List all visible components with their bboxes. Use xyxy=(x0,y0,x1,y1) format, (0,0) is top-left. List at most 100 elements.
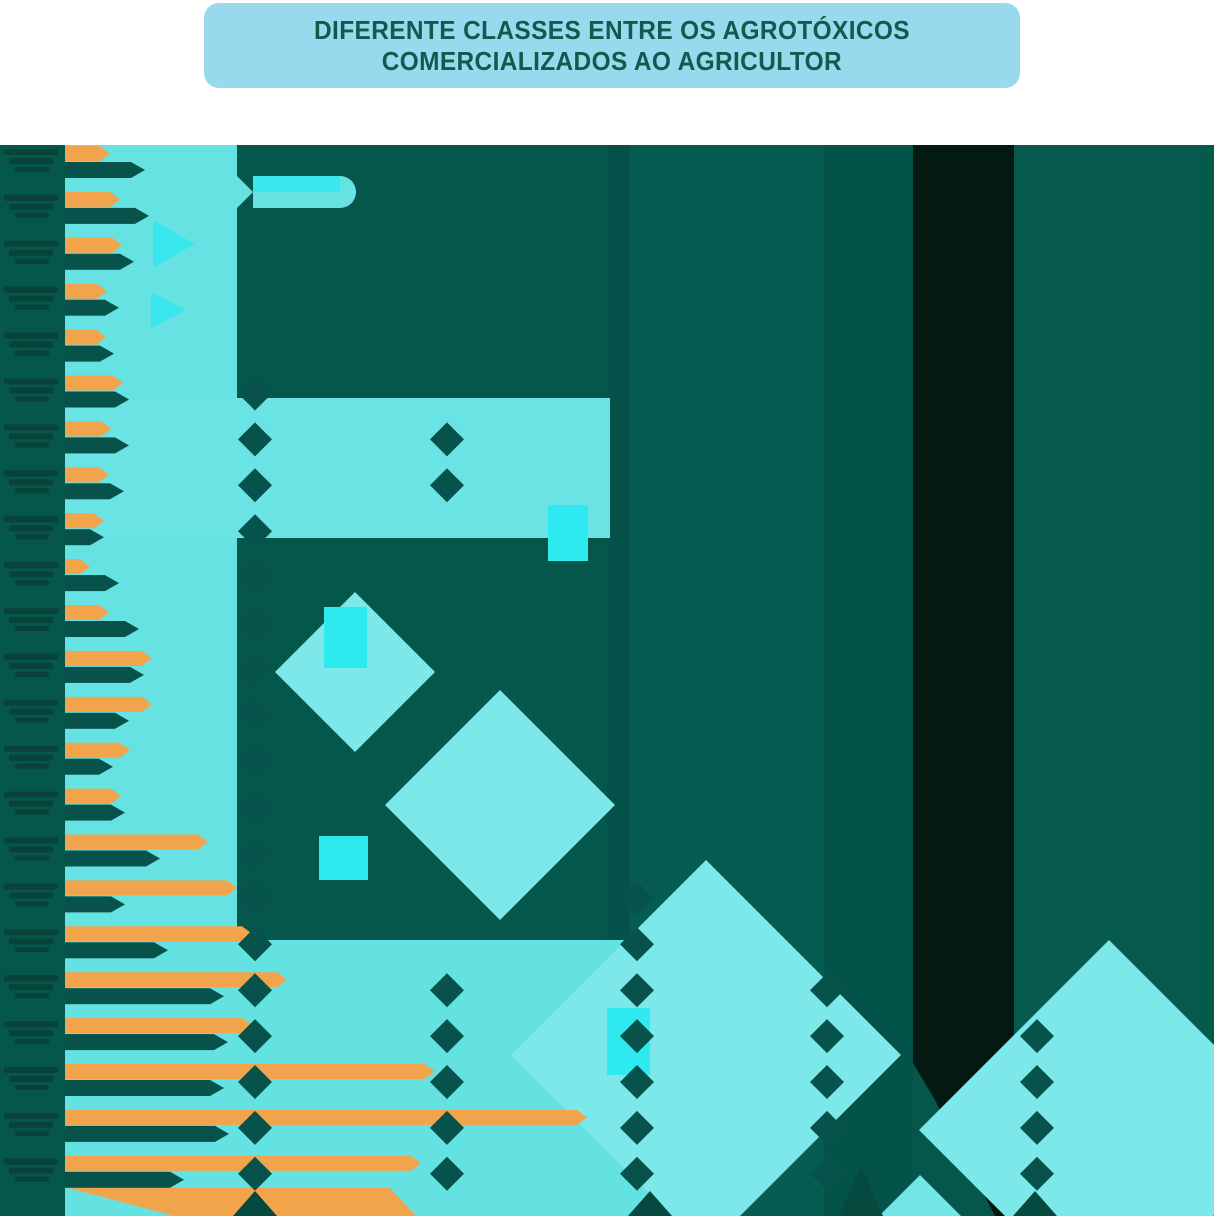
bright-patch xyxy=(319,836,368,880)
gridline-diamond xyxy=(238,835,272,870)
label-smudge xyxy=(4,837,58,844)
orange-bar xyxy=(65,650,142,666)
dark-bar-tip xyxy=(214,1034,228,1051)
black-stripe xyxy=(913,145,1014,1216)
orange-bar-tip xyxy=(96,329,106,345)
bright-patch xyxy=(324,607,367,668)
gridline-diamond xyxy=(810,1110,844,1145)
orange-bar-tip xyxy=(101,421,111,437)
orange-bar-tip xyxy=(97,283,107,299)
label-smudge xyxy=(4,883,58,890)
gridline-diamond xyxy=(430,1065,464,1099)
orange-bar-tip xyxy=(242,926,252,942)
orange-bar xyxy=(65,559,80,575)
label-smudge xyxy=(4,194,58,201)
dark-bar xyxy=(65,621,125,637)
label-smudge xyxy=(15,855,49,861)
label-smudge xyxy=(9,1167,53,1174)
gridline-diamond xyxy=(1020,1156,1054,1191)
axis-mark xyxy=(233,1191,277,1216)
label-smudge xyxy=(15,671,49,677)
dark-bar-tip xyxy=(90,529,104,546)
dark-bar-tip xyxy=(130,666,144,683)
label-smudge xyxy=(15,947,49,953)
gridline-diamond xyxy=(810,1019,844,1054)
orange-bar-tip xyxy=(110,191,120,207)
dark-bar-tip xyxy=(170,1171,184,1188)
gridline-diamond xyxy=(620,1019,654,1054)
label-smudge xyxy=(9,295,53,302)
gridline-diamond xyxy=(238,697,272,732)
label-smudge xyxy=(4,378,58,385)
gridline-diamond xyxy=(620,1156,654,1191)
dark-bar xyxy=(65,345,100,362)
bar-chart-graphic xyxy=(0,145,1214,1216)
label-smudge xyxy=(15,1085,49,1090)
label-smudge xyxy=(15,993,49,999)
label-smudge xyxy=(9,203,53,210)
gridline-diamond xyxy=(810,1065,844,1099)
label-smudge xyxy=(4,286,58,293)
cyan-diamond xyxy=(385,690,615,920)
label-smudge xyxy=(4,791,58,798)
label-smudge xyxy=(4,1067,58,1073)
orange-bar xyxy=(65,1155,411,1171)
orange-bar-tip xyxy=(113,375,123,391)
gridline-diamond xyxy=(620,927,654,962)
label-smudge xyxy=(9,158,53,164)
dark-bar xyxy=(65,207,135,224)
gridline-diamond xyxy=(238,743,272,778)
gridline-diamond xyxy=(1020,1110,1054,1145)
dark-bar-tip xyxy=(105,575,119,592)
orange-bar xyxy=(65,605,99,620)
orange-bar xyxy=(65,926,242,942)
orange-bar-tip xyxy=(277,972,287,988)
orange-bar-tip xyxy=(142,696,152,712)
dark-bar xyxy=(65,162,131,178)
orange-bar-tip xyxy=(99,467,109,483)
gridline-diamond xyxy=(430,422,464,457)
label-smudge xyxy=(9,846,53,853)
dark-bar-tip xyxy=(105,299,119,316)
dark-bar-tip xyxy=(125,621,139,637)
orange-bar xyxy=(65,834,198,850)
dark-bar xyxy=(65,437,115,454)
dark-bar-tip xyxy=(210,988,224,1005)
gridline-diamond xyxy=(810,973,844,1008)
gridline-diamond xyxy=(238,1110,272,1145)
axis-mark xyxy=(839,1165,883,1216)
chart-canvas xyxy=(0,145,1214,1216)
dark-bar-tip xyxy=(99,758,113,775)
label-smudge xyxy=(4,1158,58,1165)
label-smudge xyxy=(4,240,58,247)
label-smudge xyxy=(4,699,58,706)
label-smudge xyxy=(9,571,53,578)
gridline-diamond xyxy=(238,606,272,640)
gridline-diamond xyxy=(430,468,464,503)
label-smudge xyxy=(15,626,49,631)
label-smudge xyxy=(4,149,58,155)
orange-bar xyxy=(65,1018,243,1034)
dark-bar-tip xyxy=(215,1125,229,1142)
gridline-diamond xyxy=(238,422,272,457)
gridline-diamond-chains xyxy=(238,376,1054,1191)
label-smudge xyxy=(15,580,49,586)
dark-bar xyxy=(65,758,99,775)
label-smudge xyxy=(4,516,58,523)
dark-bar xyxy=(65,253,120,270)
orange-bar-tip xyxy=(425,1064,435,1079)
gridline-diamond xyxy=(238,1156,272,1191)
label-smudge xyxy=(9,892,53,899)
gridline-diamond xyxy=(620,1065,654,1099)
orange-bar xyxy=(65,1064,425,1079)
orange-bar xyxy=(65,696,142,712)
orange-bar-tip xyxy=(142,650,152,666)
label-smudge xyxy=(15,1176,49,1182)
label-smudge xyxy=(9,479,53,486)
dark-bar xyxy=(65,299,105,316)
dark-bar-tip xyxy=(111,896,125,913)
axis-mark xyxy=(1013,1191,1057,1216)
label-smudge xyxy=(9,249,53,256)
orange-bar-tip xyxy=(227,880,237,896)
dark-bar-tip xyxy=(110,483,124,500)
